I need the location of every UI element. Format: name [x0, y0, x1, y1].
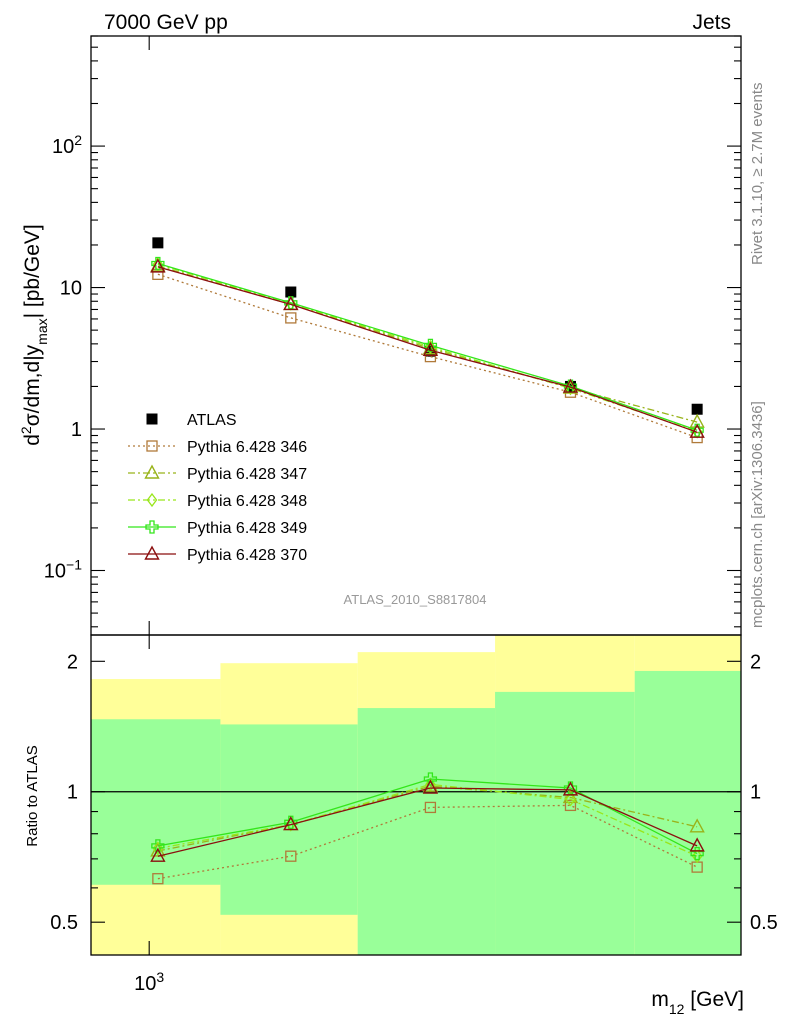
- ratio-point-p346-1: [285, 850, 297, 862]
- main-point-p370-2: [422, 341, 439, 357]
- main-ytick-label-0.1-exp: −1: [66, 556, 82, 572]
- ratio-point-p346-2: [424, 801, 437, 814]
- main-point-p370-0: [150, 258, 166, 273]
- ratio-point-p370-0: [150, 847, 166, 862]
- main-point-p348-0: [152, 257, 164, 272]
- main-point-p370-1: [283, 295, 299, 311]
- side-label-mcplots: mcplots.cern.ch [arXiv:1306.3436]: [749, 401, 766, 628]
- ratio-line-p349: [157, 778, 698, 855]
- legend: ATLAS Pythia 6.428 346 Pythia 6.428 347 …: [128, 412, 307, 564]
- ratio-ytick-label-right-0.5: 0.5: [750, 912, 778, 934]
- legend-marker-p346: [146, 440, 158, 452]
- ratio-line-p347: [157, 785, 698, 852]
- main-point-atlas-0: [152, 237, 164, 249]
- analysis-id: ATLAS_2010_S8817804: [344, 592, 487, 607]
- main-ytick-label-10-base: 10: [60, 278, 82, 300]
- main-series: [150, 237, 705, 444]
- main-ylabel-sq: 2: [18, 426, 34, 434]
- ratio-point-p346-3: [564, 799, 577, 812]
- legend-marker-p347: [144, 464, 160, 479]
- xtick-label-1000-base: 10: [134, 973, 156, 995]
- legend-label-p348: Pythia 6.428 348: [187, 493, 307, 510]
- ratio-point-p348-4: [691, 849, 703, 864]
- main-ytick-label-1: 1: [71, 419, 82, 441]
- main-ytick-label-0.1-base: 10: [44, 560, 66, 582]
- ratio-band-inner-2: [357, 708, 496, 955]
- main-point-p346-1: [285, 312, 297, 324]
- ratio-point-p347-4: [689, 818, 705, 833]
- ratio-frame: [90, 634, 742, 956]
- main-ylabel: d2σ/dm,d|ymax| [pb/GeV]: [18, 224, 50, 446]
- legend-marker-p370: [144, 545, 160, 560]
- ratio-point-p347-3: [562, 789, 579, 804]
- main-ylabel-d: d: [21, 434, 44, 446]
- legend-label-p349: Pythia 6.428 349: [187, 520, 307, 537]
- legend-marker-p349: [145, 520, 159, 534]
- header-right: Jets: [692, 11, 731, 34]
- xtick-label-1000-exp: 3: [156, 969, 164, 985]
- main-line-p370: [157, 266, 698, 433]
- main-point-atlas-4: [691, 403, 703, 415]
- main-ytick-label-100: 102: [52, 132, 82, 158]
- ratio-ytick-label-2: 2: [67, 651, 78, 673]
- ratio-ytick-label-1: 1: [67, 782, 78, 804]
- legend-label-p346: Pythia 6.428 346: [187, 439, 307, 456]
- ratio-bands: [91, 635, 741, 955]
- header-left: 7000 GeV pp: [104, 11, 228, 34]
- legend-label-p370: Pythia 6.428 370: [187, 547, 307, 564]
- main-point-p370-4: [689, 423, 705, 438]
- ratio-point-p370-3: [562, 781, 579, 796]
- main-ytick-label-100-exp: 2: [74, 132, 82, 148]
- ratio-series: [150, 772, 705, 885]
- side-label-rivet: Rivet 3.1.10, ≥ 2.7M events: [749, 83, 766, 266]
- xlabel-sub: 12: [669, 1001, 685, 1017]
- main-point-p349-0: [151, 256, 165, 271]
- main-ytick-label-10: 10: [60, 278, 82, 300]
- main-ytick-label-0.1: 10−1: [44, 556, 82, 582]
- ratio-ylabel: Ratio to ATLAS: [24, 745, 41, 846]
- ratio-band-inner-0: [91, 719, 221, 885]
- ratio-point-p370-2: [422, 779, 439, 794]
- legend-label-p347: Pythia 6.428 347: [187, 466, 307, 483]
- main-ytick-label-1-base: 1: [71, 419, 82, 441]
- xlabel-m: m: [651, 988, 669, 1011]
- main-ylabel-sub: max: [34, 318, 50, 344]
- axis-ticks: [91, 35, 741, 955]
- main-ytick-label-100-base: 10: [52, 136, 74, 158]
- legend-marker-p348: [146, 492, 158, 508]
- legend-label-atlas: ATLAS: [187, 412, 237, 429]
- main-line-p349: [157, 262, 698, 431]
- main-point-atlas-1: [285, 286, 297, 298]
- main-point-p370-3: [562, 378, 579, 393]
- main-ylabel-end: | [pb/GeV]: [21, 224, 44, 318]
- ratio-point-p348-3: [565, 792, 576, 807]
- ratio-point-p370-1: [283, 816, 299, 831]
- xlabel-rest: [GeV]: [684, 988, 744, 1011]
- ratio-ytick-label-0.5: 0.5: [50, 912, 78, 934]
- ratio-band-inner-3: [495, 691, 635, 955]
- main-ylabel-rest: σ/dm,d|y: [21, 344, 44, 426]
- ratio-point-p370-4: [689, 837, 705, 852]
- ratio-band-inner-4: [634, 670, 741, 955]
- ratio-point-p348-0: [152, 841, 164, 856]
- ratio-line-p370: [157, 787, 698, 857]
- main-point-p347-4: [689, 413, 705, 428]
- xlabel: m12 [GeV]: [651, 988, 744, 1017]
- ratio-point-p346-0: [152, 873, 164, 885]
- main-frame: [90, 35, 742, 636]
- xtick-label-1000: 103: [134, 969, 164, 995]
- legend-marker-atlas: [146, 413, 158, 425]
- ratio-point-p348-2: [425, 777, 436, 792]
- ratio-ytick-label-right-1: 1: [750, 782, 761, 804]
- ratio-ytick-label-right-2: 2: [750, 651, 761, 673]
